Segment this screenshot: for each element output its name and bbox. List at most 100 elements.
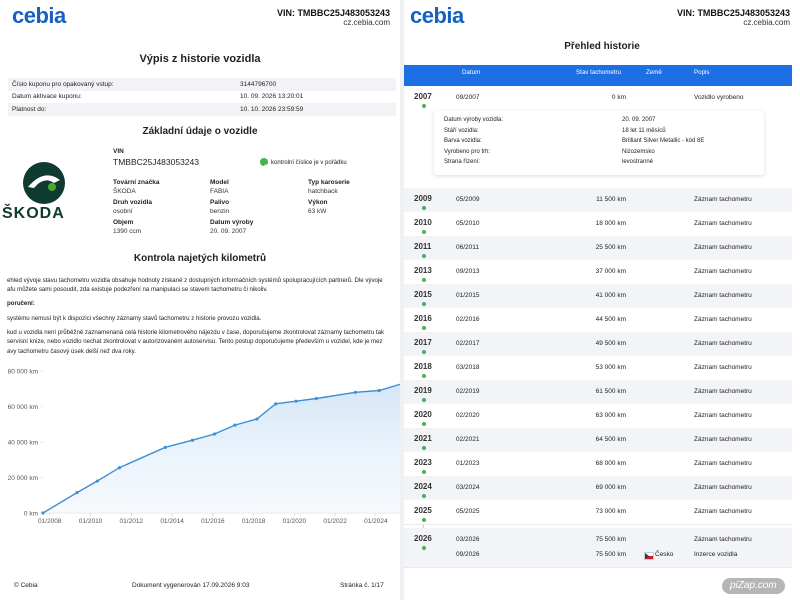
timeline-dot [421,326,426,330]
x-tick-label: 01/2018 [242,518,266,525]
page-divider [400,0,404,600]
timeline-dot [421,470,426,474]
entry-date: 03/2018 [456,364,480,371]
x-tick-label: 01/2020 [283,518,307,525]
y-tick-label: 40 000 km [8,440,38,447]
entry-description: Záznam tachometru [694,292,752,299]
point [95,479,99,483]
entry-country: Česko [655,551,674,558]
entry-description: Záznam tachometru [694,412,752,419]
field-value: benzin [210,208,230,215]
field-label: Druh vozidla [113,199,153,206]
year: 2018 [414,362,432,371]
point [377,388,381,393]
entry-km: 75 500 km [595,536,626,543]
entry-date: 01/2023 [456,460,480,467]
entry-km: 49 500 km [595,340,626,347]
entry-km: 63 000 km [595,412,626,419]
entry-description: Záznam tachometru [694,268,752,275]
entry-description: Záznam tachometru [694,508,752,515]
header-website: cz.cebia.com [343,18,390,27]
history-row [404,500,792,525]
field-label: Datum výroby [210,219,254,226]
field-label: Model [210,179,229,186]
point [314,396,319,401]
entry-description: Záznam tachometru [694,364,752,371]
point [212,432,217,436]
timeline-dot [421,374,426,378]
year: 2020 [414,410,432,419]
coupon-row: Datum aktivace kuponu: 10. 09. 2026 13:20… [8,90,396,103]
detail-value: 20. 09. 2007 [622,117,656,123]
footer-generated: Dokument vygenerován 17.09.2026 9:03 [132,582,250,589]
timeline-dot [421,206,426,210]
vin-check: kontrolní číslice je v pořádku [271,159,347,166]
timeline-dot [421,398,426,402]
point [353,390,358,394]
field-label: Výkon [308,199,328,206]
flag-icon [644,552,654,560]
point [41,511,45,515]
entry-km: 75 500 km [595,551,626,558]
entry-km: 73 000 km [595,508,626,515]
timeline-dot [421,104,426,108]
entry-km: 53 000 km [595,364,626,371]
point [274,402,278,406]
vin-value: TMBBC25J483053243 [113,157,200,167]
timeline-dot [421,446,426,450]
field-value: 20. 09. 2007 [210,228,247,235]
point [255,417,259,421]
coupon-value: 10. 10. 2026 23:59:59 [240,105,304,113]
timeline-dot [421,350,426,354]
x-tick-label: 01/2016 [201,518,225,525]
entry-description: Záznam tachometru [694,220,752,227]
coupon-value: 10. 09. 2026 13:20:01 [240,93,304,100]
detail-label: Barva vozidla: [444,138,482,144]
year: 2019 [414,386,432,395]
footer-copyright: © Cebia [14,582,38,589]
timeline-dot [421,422,426,426]
detail-value: Brilliant Silver Metallic - kód 8E [622,138,705,144]
coupon-value: 3144796700 [240,80,277,88]
paragraph-line: poručení: [7,300,35,307]
entry-description: Záznam tachometru [694,196,752,203]
document-title: Výpis z historie vozidla [139,53,261,65]
entry-date: 05/2025 [456,508,480,515]
year: 2009 [414,194,432,203]
year: 2010 [414,218,432,227]
header-vin: VIN: TMBBC25J483053243 [676,8,790,18]
timeline-dot [421,546,426,550]
point [294,399,298,403]
entry-km: 61 500 km [595,388,626,395]
field-value: ŠKODA [113,188,136,195]
point [190,438,195,442]
entry-km: 64 500 km [595,436,626,443]
field-value: hatchback [308,188,338,195]
left-page: 0 km 20 000 km 40 000 km 60 000 km 80 000 km… [2,4,400,525]
year: 2024 [414,482,432,491]
point [163,445,167,449]
section-title: Kontrola najetých kilometrů [133,253,267,264]
x-tick-label: 01/2008 [38,518,62,525]
column-header: Popis [694,69,710,76]
entry-description: Záznam tachometru [694,436,752,443]
detail-label: Vyrobeno pro trh: [444,148,491,155]
entry-date: 01/2015 [456,292,480,299]
field-label: Tovární značka [113,179,160,186]
entry-date: 02/2021 [456,436,480,443]
coupon-label: Platnost do: [12,105,47,113]
entry-km: 0 km [611,94,626,101]
entry-km: 37 000 km [595,268,626,275]
brand-logo-text: ŠKODA [2,205,65,222]
entry-date: 02/2017 [456,340,480,347]
entry-date: 09/2026 [456,551,480,558]
timeline-dot [421,302,426,306]
entry-date: 05/2009 [456,196,480,203]
y-tick-label: 60 000 km [8,404,38,411]
timeline-dot [421,278,426,282]
detail-label: Datum výroby vozidla: [444,117,504,123]
column-header: Země [646,69,662,76]
year: 2025 [414,506,432,515]
entry-description: Vozidlo vyrobeno [694,94,744,101]
